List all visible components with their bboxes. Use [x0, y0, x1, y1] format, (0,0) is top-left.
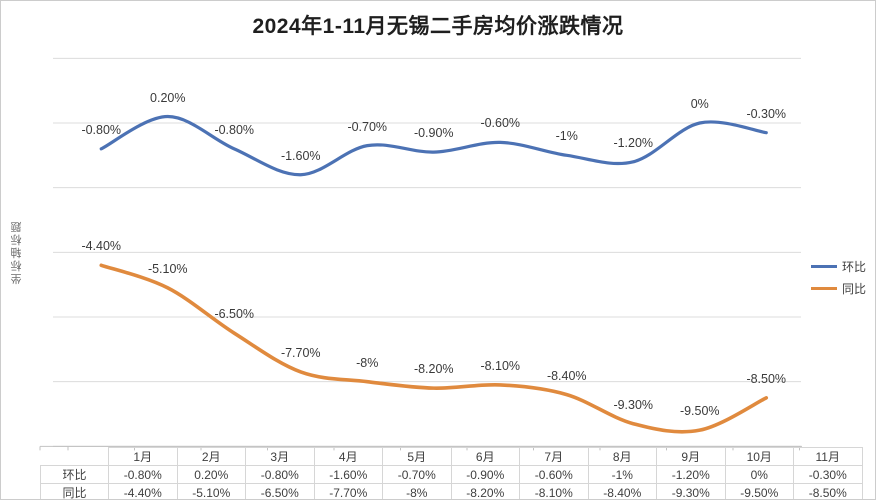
legend: 环比 同比 — [811, 255, 866, 299]
value-cell: 0% — [724, 465, 794, 484]
value-cell: -6.50% — [245, 483, 315, 499]
legend-label: 环比 — [842, 259, 867, 274]
series-line-环比 — [99, 114, 768, 177]
value-cell: -1.20% — [656, 465, 726, 484]
value-cell: -1% — [587, 465, 657, 484]
value-cell: -5.10% — [176, 483, 246, 499]
value-cell: -0.70% — [382, 465, 452, 484]
series-label-cell: 环比 — [40, 465, 109, 484]
month-header-cell: 10月 — [724, 447, 794, 466]
value-cell: -8.20% — [450, 483, 520, 499]
value-cell: -0.90% — [450, 465, 520, 484]
value-cell: -8.10% — [519, 483, 589, 499]
table-row: 环比 -0.80% 0.20% -0.80% -1.60% -0.70% -0.90% -0.… — [40, 465, 863, 484]
value-cell: -1.60% — [313, 465, 383, 484]
legend-item-huanbi: 环比 — [811, 255, 866, 277]
value-cell: -9.50% — [724, 483, 794, 499]
chart-title: 2024年1-11月无锡二手房均价涨跌情况 — [252, 15, 624, 38]
month-header-cell: 6月 — [450, 447, 520, 466]
month-header-cell: 3月 — [245, 447, 315, 466]
value-cell: -0.30% — [793, 465, 863, 484]
table-row: 1月 2月 3月 4月 5月 6月 7月 8月 9月 10月 11月 — [40, 447, 863, 466]
month-header-cell: 2月 — [176, 447, 246, 466]
legend-label: 同比 — [842, 281, 867, 296]
month-header-cell: 11月 — [793, 447, 863, 466]
value-cell: -0.60% — [519, 465, 589, 484]
month-header-cell: 7月 — [519, 447, 589, 466]
huanbi-line-swatch — [811, 264, 837, 268]
month-header-cell: 1月 — [108, 447, 178, 466]
month-header-cell: 9月 — [656, 447, 726, 466]
data-table: 1月 2月 3月 4月 5月 6月 7月 8月 9月 10月 11月 环比 -0.80% 0.20% -0.… — [40, 447, 863, 499]
month-header-cell: 5月 — [382, 447, 452, 466]
series-lines — [99, 114, 769, 434]
value-cell: -7.70% — [313, 483, 383, 499]
value-cell: -8% — [382, 483, 452, 499]
value-cell: -8.40% — [587, 483, 657, 499]
value-cell: -0.80% — [245, 465, 315, 484]
tongbi-line-swatch — [811, 286, 837, 290]
table-corner-cell — [40, 447, 109, 466]
series-label-cell: 同比 — [40, 483, 109, 499]
table-row: 同比 -4.40% -5.10% -6.50% -7.70% -8% -8.20% -8.10… — [40, 483, 863, 499]
value-cell: 0.20% — [176, 465, 246, 484]
value-cell: -8.50% — [793, 483, 863, 499]
value-cell: -9.30% — [656, 483, 726, 499]
value-cell: -4.40% — [108, 483, 178, 499]
value-cell: -0.80% — [108, 465, 178, 484]
legend-item-tongbi: 同比 — [811, 277, 866, 299]
month-header-cell: 8月 — [587, 447, 657, 466]
series-line-同比 — [99, 263, 769, 434]
month-header-cell: 4月 — [313, 447, 383, 466]
